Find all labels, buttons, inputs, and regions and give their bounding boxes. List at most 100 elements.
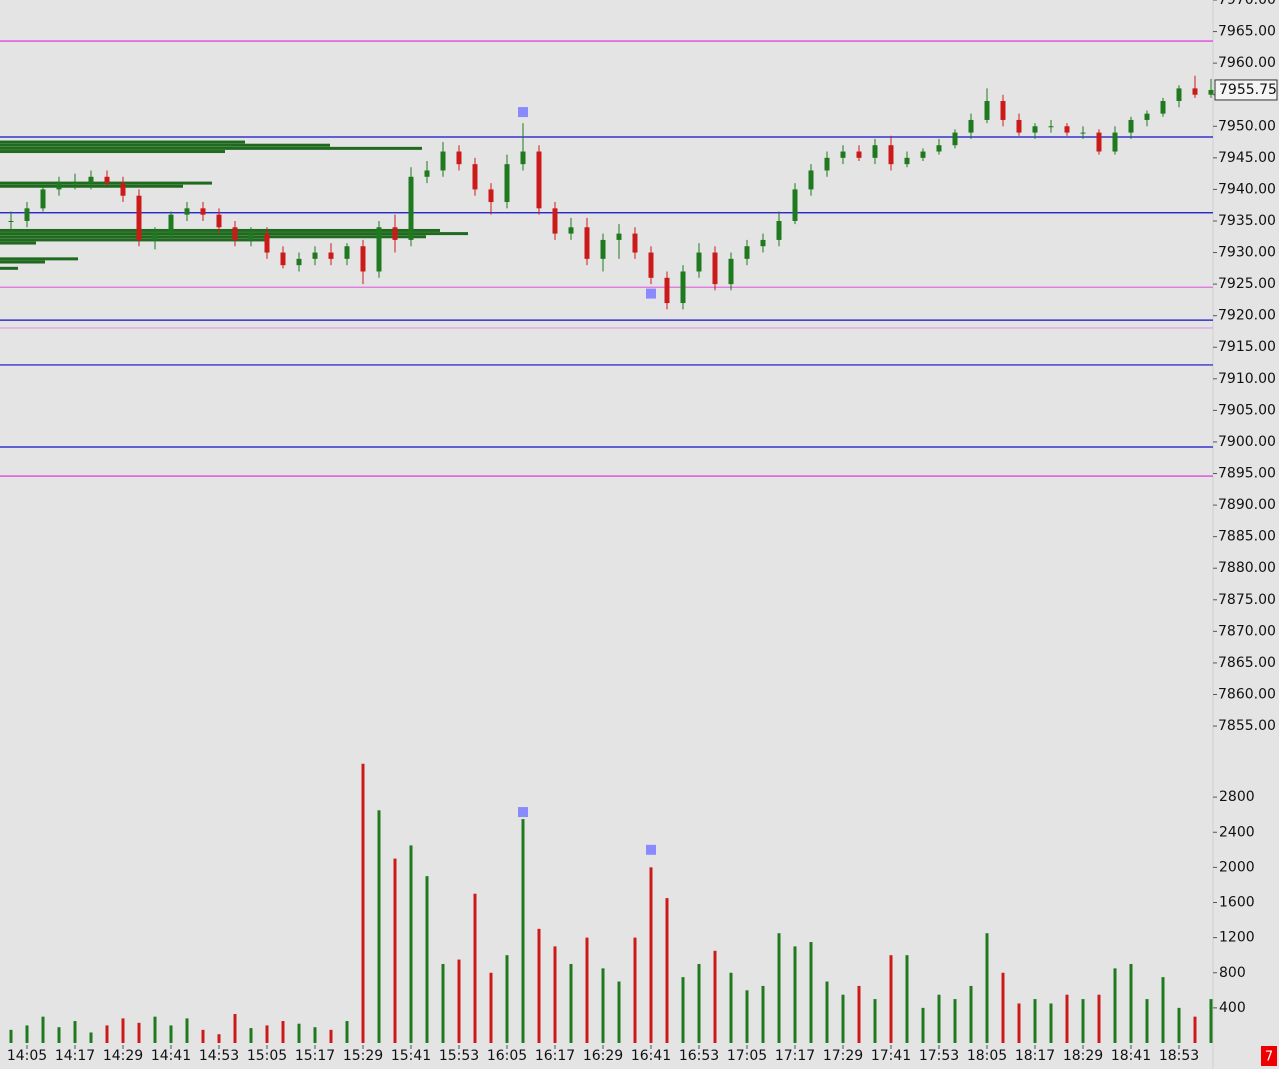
volume-bar bbox=[1193, 1016, 1197, 1043]
volume-bar bbox=[473, 893, 477, 1043]
volume-bar bbox=[633, 937, 637, 1043]
volume-bar bbox=[649, 867, 653, 1043]
y-tick-label: 7960.00 bbox=[1218, 55, 1276, 71]
volume-bar bbox=[393, 858, 397, 1043]
candle-body bbox=[1192, 88, 1198, 95]
candle-body bbox=[1160, 101, 1166, 114]
candle-body bbox=[536, 151, 542, 209]
volume-bar bbox=[1081, 999, 1085, 1043]
candle-body bbox=[104, 176, 110, 184]
y2-tick-label: 800 bbox=[1219, 965, 1246, 981]
y-tick-label: 7890.00 bbox=[1218, 497, 1276, 513]
candle-body bbox=[584, 227, 590, 259]
x-tick-label: 14:17 bbox=[55, 1048, 95, 1064]
y-tick-label: 7865.00 bbox=[1218, 655, 1276, 671]
volume-bar bbox=[601, 968, 605, 1043]
candle-body bbox=[1128, 119, 1134, 133]
x-tick-label: 16:53 bbox=[679, 1048, 719, 1064]
volume-bar bbox=[57, 1027, 61, 1043]
candle-body bbox=[248, 233, 254, 240]
candle-body bbox=[616, 233, 622, 240]
x-tick-label: 17:53 bbox=[919, 1048, 959, 1064]
volume-bar bbox=[825, 981, 829, 1043]
profile-bar bbox=[0, 241, 36, 245]
candle-body bbox=[664, 277, 670, 304]
x-tick-label: 15:53 bbox=[439, 1048, 479, 1064]
profile-bar bbox=[0, 150, 225, 154]
volume-bar bbox=[1161, 977, 1165, 1043]
volume-bar bbox=[681, 977, 685, 1043]
volume-bar bbox=[489, 972, 493, 1043]
x-tick-label: 14:41 bbox=[151, 1048, 191, 1064]
candle-body bbox=[856, 151, 862, 158]
volume-bar bbox=[809, 942, 813, 1043]
volume-bar bbox=[889, 955, 893, 1043]
volume-bar bbox=[1097, 994, 1101, 1043]
candle-body bbox=[456, 151, 462, 165]
y-tick-label: 7875.00 bbox=[1218, 592, 1276, 608]
candle-body bbox=[1048, 126, 1054, 128]
volume-bar bbox=[729, 972, 733, 1043]
x-tick-label: 18:05 bbox=[967, 1048, 1007, 1064]
candle-body bbox=[1096, 132, 1102, 152]
x-tick-label: 17:05 bbox=[727, 1048, 767, 1064]
y-tick-label: 7895.00 bbox=[1218, 466, 1276, 482]
volume-bar bbox=[329, 1029, 333, 1043]
candle-body bbox=[424, 170, 430, 177]
volume-bar bbox=[409, 845, 413, 1043]
profile-bar bbox=[0, 260, 45, 264]
y2-tick-label: 2800 bbox=[1219, 789, 1255, 805]
volume-bar bbox=[505, 955, 509, 1043]
volume-bar bbox=[1177, 1007, 1181, 1043]
volume-bar bbox=[313, 1027, 317, 1043]
volume-bar bbox=[201, 1029, 205, 1043]
candle-body bbox=[872, 145, 878, 158]
y2-tick-label: 1600 bbox=[1219, 895, 1255, 911]
candle-body bbox=[744, 246, 750, 259]
profile-bar bbox=[0, 146, 422, 150]
volume-bar bbox=[1145, 999, 1149, 1043]
candle-body bbox=[552, 208, 558, 234]
candle-body bbox=[680, 271, 686, 304]
volume-bar bbox=[153, 1016, 157, 1043]
x-tick-label: 16:17 bbox=[535, 1048, 575, 1064]
volume-bar bbox=[585, 937, 589, 1043]
x-tick-label: 14:05 bbox=[7, 1048, 47, 1064]
x-tick-label: 15:05 bbox=[247, 1048, 287, 1064]
x-tick-label: 18:29 bbox=[1063, 1048, 1103, 1064]
candle-body bbox=[1176, 88, 1182, 102]
candle-body bbox=[648, 252, 654, 278]
volume-bar bbox=[713, 950, 717, 1043]
x-tick-label: 18:53 bbox=[1159, 1048, 1199, 1064]
volume-bar bbox=[1001, 972, 1005, 1043]
volume-bar bbox=[1129, 963, 1133, 1043]
volume-bar bbox=[457, 959, 461, 1043]
volume-bar bbox=[169, 1025, 173, 1043]
volume-bar bbox=[217, 1034, 221, 1043]
candle-body bbox=[392, 227, 398, 240]
candle-body bbox=[1208, 89, 1214, 95]
volume-bar bbox=[425, 876, 429, 1043]
x-tick-label: 18:17 bbox=[1015, 1048, 1055, 1064]
candle-body bbox=[840, 151, 846, 158]
candle-body bbox=[888, 145, 894, 165]
volume-bar bbox=[873, 999, 877, 1043]
volume-bar bbox=[793, 946, 797, 1043]
last-price-box bbox=[1214, 79, 1278, 101]
volume-bar bbox=[9, 1029, 13, 1043]
candle-body bbox=[168, 214, 174, 234]
y2-tick-label: 2000 bbox=[1219, 859, 1255, 875]
candle-body bbox=[184, 208, 190, 215]
candle-body bbox=[488, 189, 494, 203]
volume-bar bbox=[857, 985, 861, 1043]
volume-bar bbox=[1017, 1003, 1021, 1043]
volume-bar bbox=[89, 1032, 93, 1043]
x-tick-label: 14:53 bbox=[199, 1048, 239, 1064]
x-tick-label: 16:41 bbox=[631, 1048, 671, 1064]
volume-bar bbox=[249, 1028, 253, 1043]
y-tick-label: 7870.00 bbox=[1218, 623, 1276, 639]
x-tick-label: 15:17 bbox=[295, 1048, 335, 1064]
profile-bar bbox=[0, 140, 245, 144]
